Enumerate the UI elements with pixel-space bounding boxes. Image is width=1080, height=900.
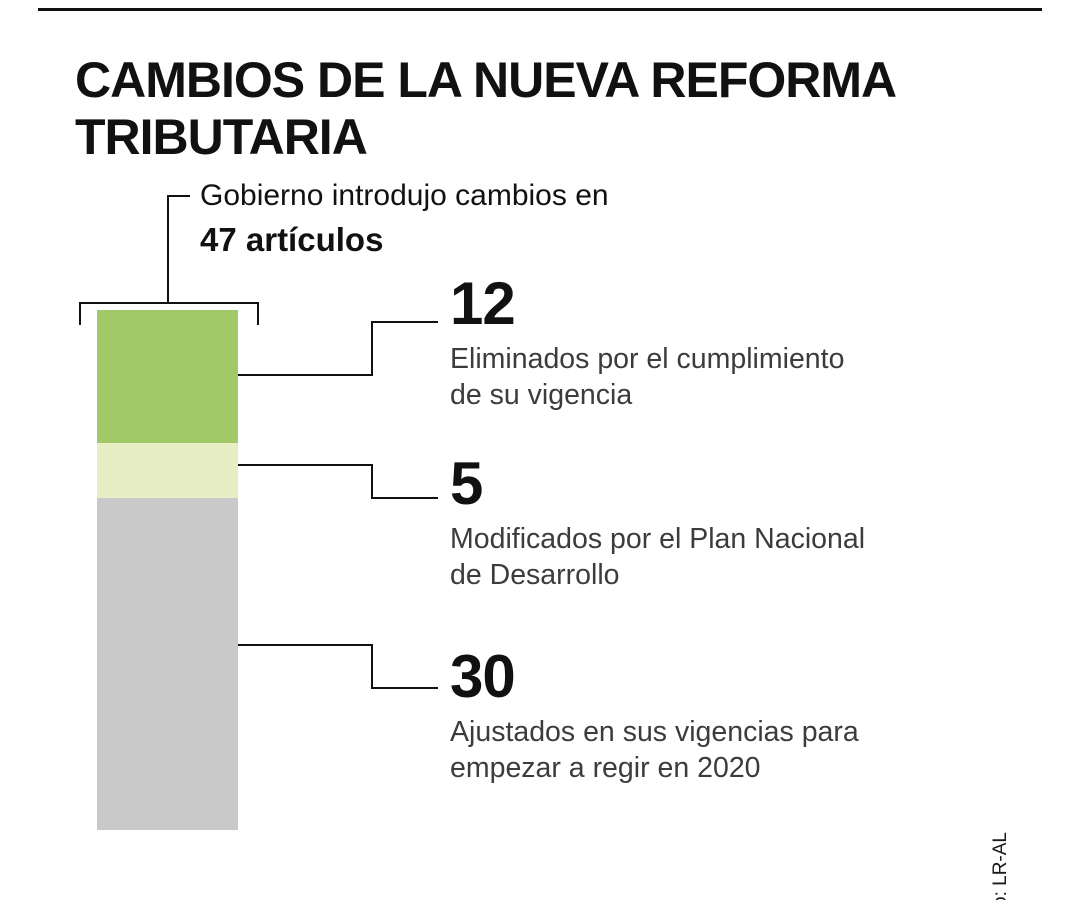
- subtitle-total: 47 artículos: [200, 221, 384, 258]
- annotation-desc-line: Eliminados por el cumplimiento: [450, 342, 845, 375]
- subtitle-text: Gobierno introdujo cambios en: [200, 179, 609, 212]
- annotation-desc-modificados: Modificados por el Plan Nacional de Desa…: [450, 522, 970, 594]
- annotation-desc-ajustados: Ajustados en sus vigencias para empezar …: [450, 715, 970, 787]
- bar-segment-ajustados: [97, 498, 238, 830]
- source-credit: Fuente: MinHacienda / Gráfico: LR-AL: [990, 832, 1012, 900]
- annotation-value-ajustados: 30: [450, 643, 516, 710]
- subtitle-pointer-line: [167, 195, 190, 302]
- subtitle: Gobierno introdujo cambios en 47 artícul…: [200, 176, 609, 262]
- bar-segment-modificados: [97, 442, 238, 499]
- annotation-ajustados: 30 Ajustados en sus vigencias para empez…: [450, 643, 970, 787]
- annotation-desc-line: empezar a regir en 2020: [450, 751, 761, 784]
- top-border-line: [38, 8, 1042, 11]
- annotation-desc-line: Ajustados en sus vigencias para: [450, 715, 859, 748]
- annotation-desc-line: Modificados por el Plan Nacional: [450, 522, 866, 555]
- annotation-desc-line: de su vigencia: [450, 378, 633, 411]
- page-title-line1: CAMBIOS DE LA NUEVA REFORMA: [75, 52, 897, 108]
- annotation-value-modificados: 5: [450, 450, 483, 517]
- annotation-desc-eliminados: Eliminados por el cumplimiento de su vig…: [450, 342, 970, 414]
- annotation-value-eliminados: 12: [450, 270, 516, 337]
- annotation-desc-line: de Desarrollo: [450, 558, 620, 591]
- bar-segment-eliminados: [97, 310, 238, 443]
- page-title: CAMBIOS DE LA NUEVA REFORMA TRIBUTARIA: [75, 52, 897, 165]
- annotation-modificados: 5 Modificados por el Plan Nacional de De…: [450, 450, 970, 594]
- stacked-bar: [97, 310, 238, 830]
- page-title-line2: TRIBUTARIA: [75, 108, 368, 165]
- annotation-eliminados: 12 Eliminados por el cumplimiento de su …: [450, 270, 970, 414]
